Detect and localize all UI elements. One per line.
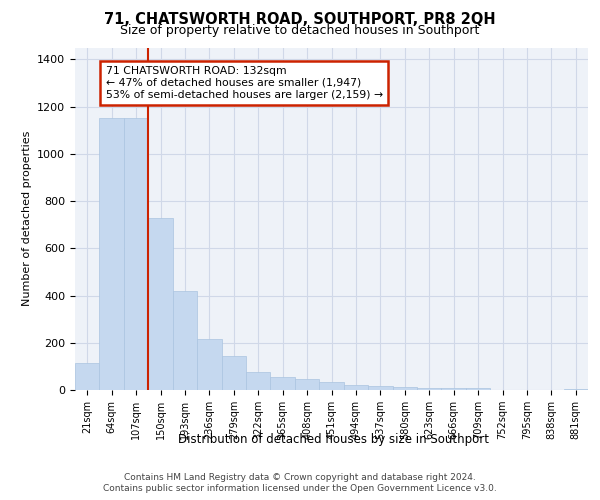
Text: 71, CHATSWORTH ROAD, SOUTHPORT, PR8 2QH: 71, CHATSWORTH ROAD, SOUTHPORT, PR8 2QH [104, 12, 496, 28]
Bar [148, 218, 173, 390]
Bar [417, 388, 442, 390]
Bar [392, 387, 417, 390]
Y-axis label: Number of detached properties: Number of detached properties [22, 131, 32, 306]
Text: 71 CHATSWORTH ROAD: 132sqm
← 47% of detached houses are smaller (1,947)
53% of s: 71 CHATSWORTH ROAD: 132sqm ← 47% of deta… [106, 66, 383, 100]
Bar [124, 118, 148, 390]
Text: Size of property relative to detached houses in Southport: Size of property relative to detached ho… [121, 24, 479, 37]
Bar [319, 382, 344, 390]
Bar [466, 388, 490, 390]
Text: Distribution of detached houses by size in Southport: Distribution of detached houses by size … [178, 432, 488, 446]
Bar [563, 389, 588, 390]
Bar [246, 372, 271, 390]
Bar [173, 291, 197, 390]
Bar [295, 380, 319, 390]
Text: Contains HM Land Registry data © Crown copyright and database right 2024.: Contains HM Land Registry data © Crown c… [124, 472, 476, 482]
Bar [368, 386, 392, 390]
Bar [75, 363, 100, 390]
Bar [221, 356, 246, 390]
Bar [344, 386, 368, 390]
Bar [442, 388, 466, 390]
Bar [100, 118, 124, 390]
Text: Contains public sector information licensed under the Open Government Licence v3: Contains public sector information licen… [103, 484, 497, 493]
Bar [271, 377, 295, 390]
Bar [197, 339, 221, 390]
